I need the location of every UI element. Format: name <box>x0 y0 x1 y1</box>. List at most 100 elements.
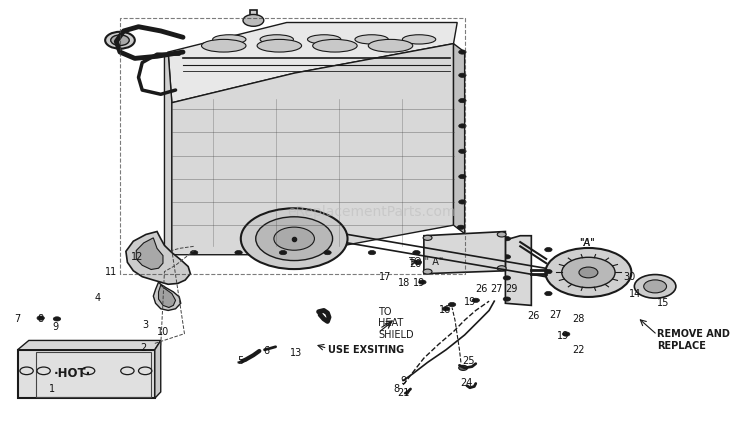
Text: 26: 26 <box>527 311 540 321</box>
Text: "A": "A" <box>580 238 596 248</box>
Circle shape <box>497 232 506 237</box>
Circle shape <box>448 303 456 307</box>
Text: 11: 11 <box>105 267 117 278</box>
Circle shape <box>419 280 426 284</box>
Circle shape <box>190 250 198 255</box>
Circle shape <box>459 366 467 371</box>
Circle shape <box>235 250 242 255</box>
Text: 2: 2 <box>140 343 147 354</box>
Polygon shape <box>424 232 506 274</box>
Circle shape <box>368 250 376 255</box>
Circle shape <box>241 208 347 269</box>
Circle shape <box>503 255 511 259</box>
Circle shape <box>459 73 466 77</box>
Text: 13: 13 <box>290 348 302 358</box>
Text: 8: 8 <box>38 314 44 324</box>
Circle shape <box>414 260 422 264</box>
Circle shape <box>423 235 432 241</box>
Text: 19: 19 <box>557 331 569 341</box>
Circle shape <box>544 269 552 274</box>
Circle shape <box>644 280 667 293</box>
Polygon shape <box>18 340 160 350</box>
Text: 14: 14 <box>629 289 641 299</box>
Text: 5: 5 <box>238 356 244 366</box>
Ellipse shape <box>402 35 436 44</box>
Text: 25: 25 <box>462 356 475 366</box>
Polygon shape <box>158 285 176 308</box>
Text: 26: 26 <box>476 284 488 295</box>
Circle shape <box>256 217 332 261</box>
Circle shape <box>634 275 676 298</box>
Circle shape <box>503 276 511 280</box>
Text: TO
HEAT
SHIELD: TO HEAT SHIELD <box>378 306 413 340</box>
Text: 27: 27 <box>490 284 502 295</box>
Ellipse shape <box>260 35 293 44</box>
Text: 19: 19 <box>413 278 424 289</box>
Ellipse shape <box>213 35 246 44</box>
Ellipse shape <box>111 35 129 45</box>
Text: 3: 3 <box>142 320 148 330</box>
Text: 21: 21 <box>398 388 410 398</box>
Polygon shape <box>18 350 154 398</box>
Text: 8: 8 <box>394 384 400 394</box>
Ellipse shape <box>308 35 340 44</box>
Ellipse shape <box>313 40 357 52</box>
Ellipse shape <box>202 40 246 52</box>
Ellipse shape <box>243 14 264 26</box>
Circle shape <box>442 307 450 311</box>
Polygon shape <box>154 340 160 398</box>
Polygon shape <box>250 10 257 23</box>
Text: 10: 10 <box>157 326 169 337</box>
Circle shape <box>579 267 598 278</box>
Ellipse shape <box>105 32 135 49</box>
Circle shape <box>562 257 615 288</box>
Circle shape <box>324 250 332 255</box>
Text: 1: 1 <box>49 384 55 394</box>
Circle shape <box>423 269 432 274</box>
Circle shape <box>459 200 466 204</box>
Text: 16: 16 <box>439 306 451 315</box>
Text: ·HOT·: ·HOT· <box>53 367 91 380</box>
Circle shape <box>37 316 44 320</box>
Circle shape <box>459 99 466 103</box>
Circle shape <box>274 227 314 250</box>
Circle shape <box>459 149 466 153</box>
Text: 28: 28 <box>572 314 584 324</box>
Text: 9: 9 <box>53 322 58 332</box>
Circle shape <box>503 237 511 241</box>
Text: 22: 22 <box>572 345 584 355</box>
Polygon shape <box>153 282 181 310</box>
Circle shape <box>53 317 61 321</box>
Text: REMOVE AND
REPLACE: REMOVE AND REPLACE <box>657 329 730 351</box>
Circle shape <box>544 292 552 296</box>
Circle shape <box>545 248 632 297</box>
Polygon shape <box>506 236 531 306</box>
Text: 20: 20 <box>409 259 422 269</box>
Text: 17: 17 <box>380 272 392 282</box>
Ellipse shape <box>257 40 302 52</box>
Text: eReplacementParts.com: eReplacementParts.com <box>288 206 456 219</box>
Polygon shape <box>168 23 458 103</box>
Text: 9: 9 <box>400 377 407 386</box>
Circle shape <box>503 297 511 301</box>
Text: 24: 24 <box>460 379 473 388</box>
Text: 30: 30 <box>624 272 636 282</box>
Polygon shape <box>172 44 454 255</box>
Polygon shape <box>164 52 172 255</box>
Text: USE EXSITING: USE EXSITING <box>328 345 404 355</box>
Circle shape <box>459 124 466 128</box>
Circle shape <box>459 175 466 179</box>
Text: 18: 18 <box>398 278 410 289</box>
Text: 29: 29 <box>506 284 518 295</box>
Circle shape <box>472 298 479 303</box>
Ellipse shape <box>368 40 413 52</box>
Text: 7: 7 <box>14 314 21 324</box>
Circle shape <box>413 250 420 255</box>
Text: 4: 4 <box>94 293 100 303</box>
Polygon shape <box>136 238 163 269</box>
Circle shape <box>497 266 506 271</box>
Circle shape <box>544 247 552 252</box>
Text: 6: 6 <box>264 346 270 356</box>
Text: 27: 27 <box>550 310 562 320</box>
Polygon shape <box>126 232 190 284</box>
